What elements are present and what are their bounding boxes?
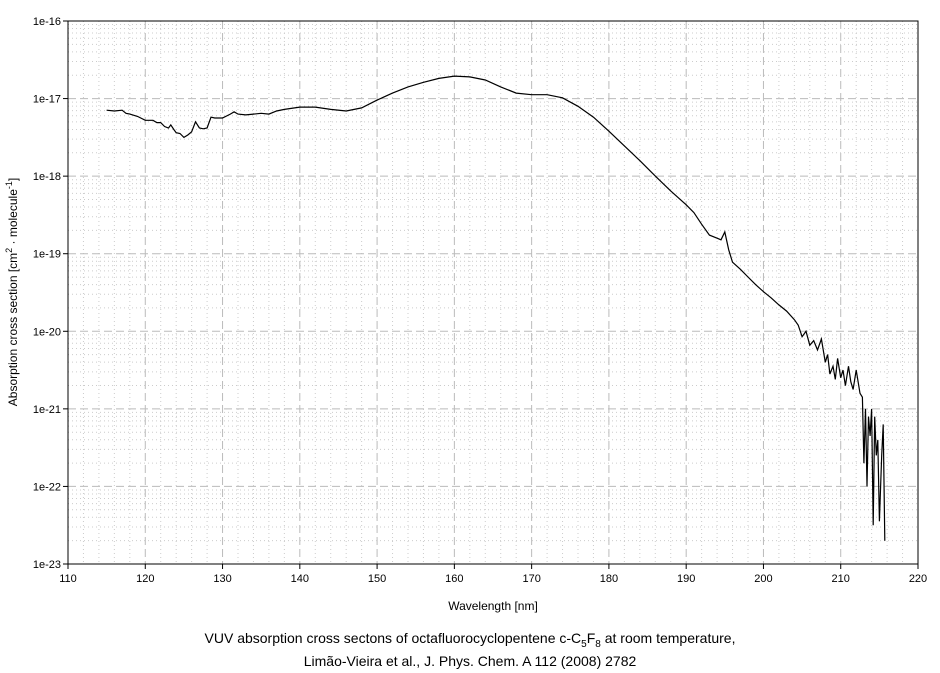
x-axis-label: Wavelength [nm] [448, 599, 538, 613]
y-tick-label: 1e-17 [33, 94, 61, 106]
x-tick-label: 110 [59, 573, 77, 585]
x-tick-label: 220 [909, 573, 927, 585]
grid [67, 20, 919, 565]
caption-line-1: VUV absorption cross sectons of octafluo… [204, 630, 736, 650]
x-tick-label: 140 [291, 573, 309, 585]
x-tick-label: 170 [522, 573, 540, 585]
series-line [106, 75, 886, 541]
y-tick-label: 1e-20 [33, 326, 61, 338]
x-tick-label: 190 [677, 573, 695, 585]
y-tick-label: 1e-23 [33, 559, 61, 571]
x-tick-label: 210 [832, 573, 850, 585]
y-tick-label: 1e-22 [33, 481, 61, 493]
x-tick-label: 180 [600, 573, 618, 585]
plot-frame [67, 20, 919, 565]
x-tick-label: 200 [754, 573, 772, 585]
y-axis-label: Absorption cross section [cm2 · molecule… [4, 178, 20, 406]
y-tick-label: 1e-18 [33, 171, 61, 183]
caption-line-2: Limão-Vieira et al., J. Phys. Chem. A 11… [303, 653, 637, 669]
y-tick-label: 1e-21 [33, 404, 61, 416]
x-tick-label: 150 [368, 573, 386, 585]
x-tick-label: 130 [213, 573, 231, 585]
ticks: 110 120 130 140 150 160 170 180 190 200 210 220 1e-1… [33, 16, 927, 585]
x-tick-label: 120 [136, 573, 154, 585]
y-tick-label: 1e-16 [33, 16, 61, 28]
chart: 110 120 130 140 150 160 170 180 190 200 210 220 1e-1… [4, 16, 927, 613]
y-tick-label: 1e-19 [33, 249, 61, 261]
x-tick-label: 160 [445, 573, 463, 585]
